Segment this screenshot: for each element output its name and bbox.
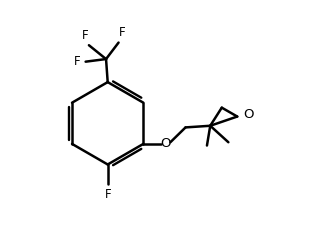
Text: O: O [243,108,254,121]
Text: F: F [119,26,125,39]
Text: F: F [105,187,111,201]
Text: F: F [82,29,89,42]
Text: O: O [161,137,171,150]
Text: F: F [74,55,80,68]
